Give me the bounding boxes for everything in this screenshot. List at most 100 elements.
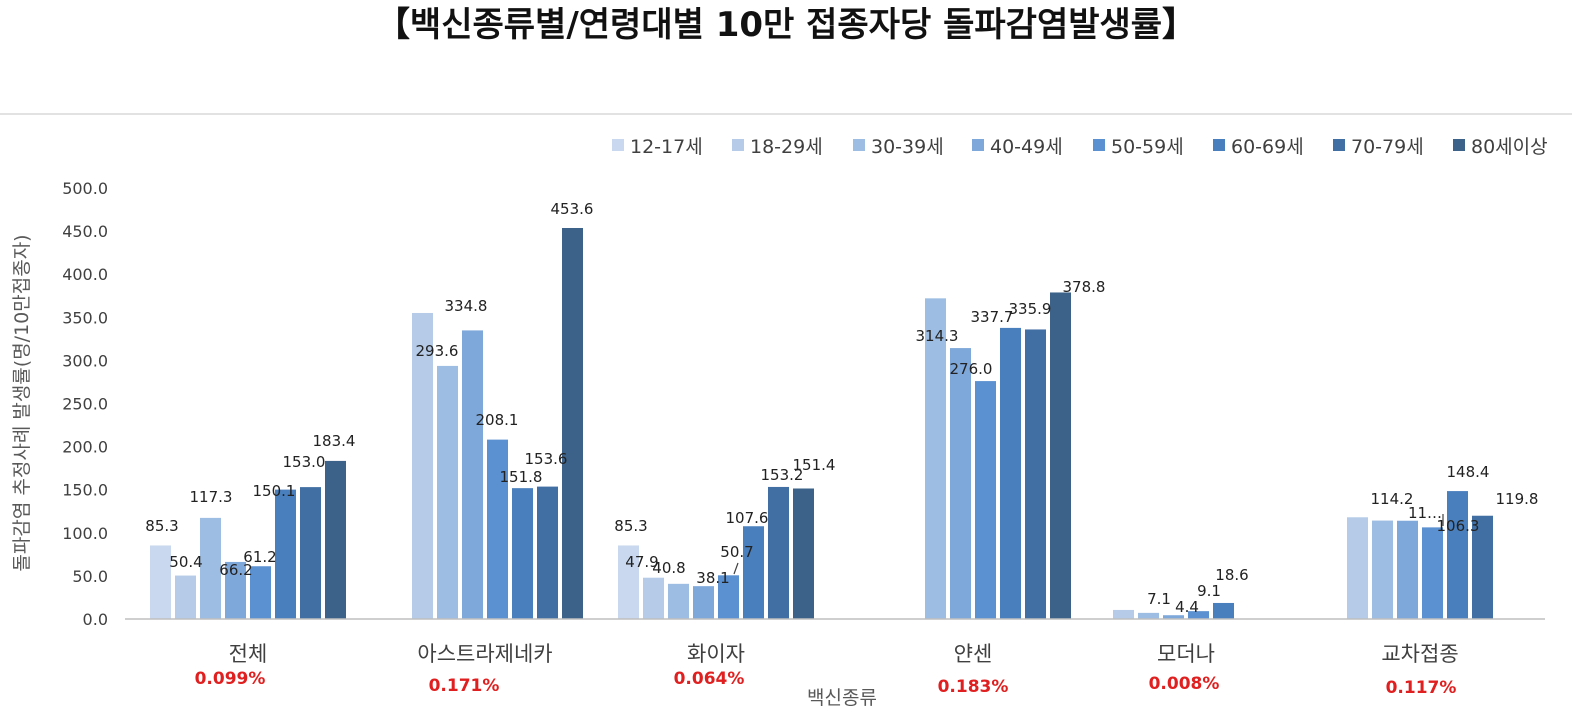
category-rate: 0.008% bbox=[1149, 674, 1220, 694]
bar bbox=[325, 460, 346, 619]
category-rate: 0.099% bbox=[195, 669, 266, 689]
legend: 12-17세 18-29세 30-39세 40-49세 50-59세 60-69세 70-7… bbox=[612, 136, 1548, 158]
category-rate: 0.183% bbox=[938, 677, 1009, 697]
category-label: 얀센 bbox=[954, 642, 993, 666]
leader-line bbox=[733, 562, 739, 575]
data-label: 153.0 bbox=[283, 453, 326, 471]
legend-swatch bbox=[1453, 139, 1465, 151]
data-label: 40.8 bbox=[652, 559, 685, 577]
bar bbox=[1372, 520, 1393, 619]
bar bbox=[275, 489, 296, 619]
bar bbox=[562, 227, 583, 619]
data-label: 66.2 bbox=[219, 561, 252, 579]
data-label: 335.9 bbox=[1009, 300, 1052, 318]
data-label: 9.1 bbox=[1197, 582, 1221, 600]
data-label: 85.3 bbox=[145, 517, 178, 535]
category-label: 전체 bbox=[229, 642, 268, 666]
y-tick-label: 50.0 bbox=[72, 567, 108, 586]
bar bbox=[1422, 527, 1443, 619]
data-label: 276.0 bbox=[950, 360, 993, 378]
legend-label: 60-69세 bbox=[1231, 136, 1304, 158]
bar bbox=[1138, 612, 1159, 619]
bar bbox=[512, 488, 533, 619]
legend-swatch bbox=[1213, 139, 1225, 151]
category-rate: 0.117% bbox=[1386, 678, 1457, 698]
category-label: 화이자 bbox=[687, 642, 745, 666]
bar bbox=[412, 312, 433, 619]
chart-title: 【백신종류별/연령대별 10만 접종자당 돌파감염발생률】 bbox=[376, 5, 1196, 45]
data-label: 337.7 bbox=[971, 308, 1014, 326]
bar bbox=[1188, 611, 1209, 619]
bar bbox=[718, 575, 739, 619]
bar bbox=[618, 545, 639, 619]
data-label: 151.4 bbox=[793, 456, 836, 474]
category-rate: 0.064% bbox=[674, 669, 745, 689]
data-label: 117.3 bbox=[190, 488, 233, 506]
y-tick-label: 250.0 bbox=[62, 395, 108, 414]
data-label: 106.3 bbox=[1437, 517, 1480, 535]
bar bbox=[1472, 515, 1493, 619]
bar bbox=[175, 575, 196, 619]
data-label: 119.8 bbox=[1496, 490, 1539, 508]
bar bbox=[1213, 602, 1234, 619]
data-label: 183.4 bbox=[313, 432, 356, 450]
category-label: 아스트라제네카 bbox=[417, 642, 552, 666]
bar bbox=[693, 586, 714, 619]
bar bbox=[300, 487, 321, 619]
bar bbox=[150, 545, 171, 619]
legend-swatch bbox=[972, 139, 984, 151]
bar bbox=[1397, 520, 1418, 619]
bar bbox=[200, 517, 221, 619]
data-label: 334.8 bbox=[445, 297, 488, 315]
data-label: 153.2 bbox=[761, 466, 804, 484]
data-label: 18.6 bbox=[1215, 566, 1248, 584]
category-label: 교차접종 bbox=[1381, 642, 1458, 666]
bar bbox=[250, 566, 271, 619]
data-label: 148.4 bbox=[1447, 463, 1490, 481]
bar bbox=[462, 330, 483, 619]
bar bbox=[1050, 292, 1071, 619]
bar bbox=[643, 577, 664, 619]
data-label: 208.1 bbox=[476, 411, 519, 429]
data-label: 61.2 bbox=[243, 548, 276, 566]
legend-label: 80세이상 bbox=[1471, 136, 1548, 158]
bar bbox=[925, 298, 946, 619]
bar bbox=[1025, 329, 1046, 619]
data-label: 153.6 bbox=[525, 450, 568, 468]
data-label: 38.1 bbox=[696, 569, 729, 587]
bar bbox=[950, 348, 971, 619]
x-axis-title: 백신종류 bbox=[807, 687, 877, 709]
legend-label: 50-59세 bbox=[1111, 136, 1184, 158]
category-labels: 전체 0.099% 아스트라제네카 0.171% 화이자 0.064% 얀센 0.183% 모더… bbox=[195, 642, 1459, 698]
y-tick-label: 150.0 bbox=[62, 481, 108, 500]
data-label: 453.6 bbox=[551, 200, 594, 218]
y-axis-title: 돌파감염 추정사례 발생률(명/10만접종자) bbox=[11, 234, 33, 571]
y-tick-label: 350.0 bbox=[62, 308, 108, 327]
bar bbox=[487, 439, 508, 619]
legend-label: 18-29세 bbox=[750, 136, 823, 158]
data-label: 293.6 bbox=[416, 342, 459, 360]
data-labels: 85.3 85.3 50.4 47.9 117.3 293.6 40.8 7.1 114.2 66… bbox=[145, 200, 1538, 616]
bar bbox=[1347, 517, 1368, 619]
legend-swatch bbox=[612, 139, 624, 151]
y-tick-label: 100.0 bbox=[62, 524, 108, 543]
data-label: 7.1 bbox=[1147, 590, 1171, 608]
y-tick-label: 300.0 bbox=[62, 351, 108, 370]
bar bbox=[743, 526, 764, 619]
data-label: 4.4 bbox=[1175, 598, 1199, 616]
bar bbox=[1113, 609, 1134, 619]
data-label: 85.3 bbox=[614, 517, 647, 535]
y-tick-label: 0.0 bbox=[83, 610, 108, 629]
y-tick-label: 450.0 bbox=[62, 222, 108, 241]
bar bbox=[225, 561, 246, 619]
y-axis-ticks: 0.0 50.0 100.0 150.0 200.0 250.0 300.0 350.0 400… bbox=[62, 179, 108, 629]
legend-swatch bbox=[1333, 139, 1345, 151]
data-label: 107.6 bbox=[726, 509, 769, 527]
y-tick-label: 200.0 bbox=[62, 438, 108, 457]
data-label: 50.7 bbox=[720, 543, 753, 561]
category-label: 모더나 bbox=[1157, 642, 1215, 666]
bar bbox=[1447, 491, 1468, 619]
data-label: 151.8 bbox=[500, 468, 543, 486]
data-label: 47.9 bbox=[625, 553, 658, 571]
data-label: 114.2 bbox=[1371, 490, 1414, 508]
